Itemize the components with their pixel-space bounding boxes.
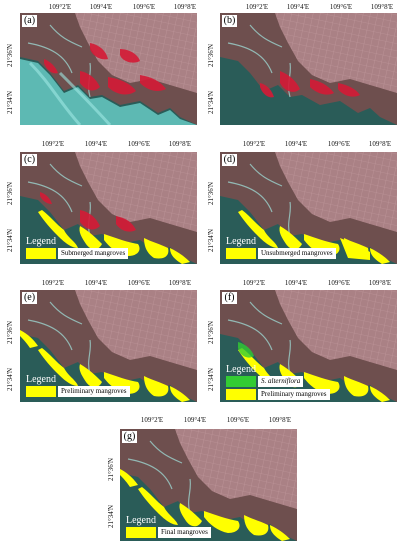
legend-swatch bbox=[226, 376, 256, 387]
satellite-image bbox=[220, 152, 397, 264]
panel-label: (e) bbox=[22, 292, 37, 304]
map-panel-b: (b) bbox=[220, 13, 397, 125]
lon-tick: 109°2'E bbox=[41, 140, 65, 148]
lon-ticks-b: 109°2'E 109°4'E 109°6'E 109°8'E bbox=[220, 2, 397, 12]
map-panel-a: (a) bbox=[20, 13, 197, 125]
legend-title: Legend bbox=[26, 374, 56, 385]
legend-title: Legend bbox=[226, 364, 256, 375]
lat-tick: 21°34'N bbox=[6, 90, 14, 114]
lon-tick: 109°8'E bbox=[370, 3, 394, 11]
lat-tick: 21°34'N bbox=[207, 90, 215, 114]
legend-swatch bbox=[226, 248, 256, 259]
lat-tick: 21°36'N bbox=[6, 181, 14, 205]
legend-swatch bbox=[226, 389, 256, 400]
lon-tick: 109°8'E bbox=[268, 416, 292, 424]
lat-ticks-c: 21°36'N 21°34'N bbox=[6, 150, 16, 262]
lon-tick: 109°8'E bbox=[173, 3, 197, 11]
lon-tick: 109°8'E bbox=[368, 279, 392, 287]
map-panel-g: (g) Legend Final mangroves bbox=[120, 429, 297, 541]
lat-ticks-e: 21°36'N 21°34'N bbox=[6, 289, 16, 401]
panel-label: (c) bbox=[22, 154, 37, 166]
lat-ticks-g: 21°36'N 21°34'N bbox=[107, 426, 117, 538]
lat-ticks-f: 21°36'N 21°34'N bbox=[207, 289, 217, 401]
legend-title: Legend bbox=[226, 236, 256, 247]
legend-label: Preliminary mangroves bbox=[258, 389, 330, 400]
lon-tick: 109°4'E bbox=[183, 416, 207, 424]
lat-tick: 21°36'N bbox=[6, 320, 14, 344]
satellite-image bbox=[120, 429, 297, 541]
lat-tick: 21°36'N bbox=[207, 181, 215, 205]
lon-ticks-a: 109°2'E 109°4'E 109°6'E 109°8'E bbox=[20, 2, 197, 12]
lat-tick: 21°36'N bbox=[107, 457, 115, 481]
lon-tick: 109°2'E bbox=[242, 279, 266, 287]
lon-tick: 109°6'E bbox=[127, 279, 151, 287]
lat-tick: 21°34'N bbox=[107, 504, 115, 528]
lon-tick: 109°8'E bbox=[168, 140, 192, 148]
lon-ticks-f: 109°2'E 109°4'E 109°6'E 109°8'E bbox=[220, 278, 397, 288]
lon-tick: 109°8'E bbox=[368, 140, 392, 148]
lat-tick: 21°36'N bbox=[207, 43, 215, 67]
map-panel-c: (c) Legend Submerged mangroves bbox=[20, 152, 197, 264]
legend-label: Preliminary mangroves bbox=[58, 386, 130, 397]
lon-tick: 109°6'E bbox=[132, 3, 156, 11]
lon-tick: 109°4'E bbox=[84, 279, 108, 287]
lat-tick: 21°34'N bbox=[6, 228, 14, 252]
lat-tick: 21°34'N bbox=[6, 367, 14, 391]
satellite-image bbox=[220, 13, 397, 125]
lat-tick: 21°34'N bbox=[207, 367, 215, 391]
lon-tick: 109°4'E bbox=[284, 279, 308, 287]
lat-tick: 21°36'N bbox=[207, 320, 215, 344]
lon-tick: 109°6'E bbox=[329, 3, 353, 11]
legend-swatch bbox=[26, 248, 56, 259]
satellite-image bbox=[20, 290, 197, 402]
legend-label: Final mangroves bbox=[158, 527, 211, 538]
legend-title: Legend bbox=[26, 236, 56, 247]
lon-tick: 109°4'E bbox=[89, 3, 113, 11]
panel-label: (g) bbox=[122, 431, 137, 443]
lon-tick: 109°4'E bbox=[84, 140, 108, 148]
lon-ticks-e: 109°2'E 109°4'E 109°6'E 109°8'E bbox=[20, 278, 197, 288]
lon-tick: 109°8'E bbox=[168, 279, 192, 287]
lon-ticks-g: 109°2'E 109°4'E 109°6'E 109°8'E bbox=[120, 415, 297, 425]
lat-tick: 21°36'N bbox=[6, 43, 14, 67]
lon-tick: 109°2'E bbox=[41, 279, 65, 287]
satellite-image bbox=[20, 152, 197, 264]
legend-label: S. alterniflora bbox=[258, 376, 304, 387]
legend-title: Legend bbox=[126, 515, 156, 526]
panel-label: (a) bbox=[22, 15, 37, 27]
panel-label: (f) bbox=[222, 292, 237, 304]
lon-ticks-c: 109°2'E 109°4'E 109°6'E 109°8'E bbox=[20, 139, 197, 149]
lon-tick: 109°2'E bbox=[48, 3, 72, 11]
lon-tick: 109°6'E bbox=[327, 140, 351, 148]
lon-ticks-d: 109°2'E 109°4'E 109°6'E 109°8'E bbox=[220, 139, 397, 149]
satellite-image bbox=[20, 13, 197, 125]
lon-tick: 109°2'E bbox=[140, 416, 164, 424]
lat-ticks-b: 21°36'N 21°34'N bbox=[207, 12, 217, 124]
map-panel-d: (d) Legend Unsubmerged mangroves bbox=[220, 152, 397, 264]
lat-ticks-d: 21°36'N 21°34'N bbox=[207, 150, 217, 262]
legend-label: Submerged mangroves bbox=[58, 248, 129, 259]
legend-swatch bbox=[126, 527, 156, 538]
lon-tick: 109°2'E bbox=[242, 140, 266, 148]
map-panel-e: (e) Legend Preliminary mangroves bbox=[20, 290, 197, 402]
panel-label: (d) bbox=[222, 154, 237, 166]
lon-tick: 109°4'E bbox=[284, 140, 308, 148]
lat-ticks-a: 21°36'N 21°34'N bbox=[6, 12, 16, 124]
map-panel-f: (f) Legend S. alterniflora Preliminary m… bbox=[220, 290, 397, 402]
lon-tick: 109°6'E bbox=[127, 140, 151, 148]
lon-tick: 109°6'E bbox=[226, 416, 250, 424]
panel-label: (b) bbox=[222, 15, 237, 27]
lon-tick: 109°6'E bbox=[327, 279, 351, 287]
lon-tick: 109°4'E bbox=[286, 3, 310, 11]
legend-label: Unsubmerged mangroves bbox=[258, 248, 336, 259]
legend-swatch bbox=[26, 386, 56, 397]
lat-tick: 21°34'N bbox=[207, 228, 215, 252]
lon-tick: 109°2'E bbox=[245, 3, 269, 11]
